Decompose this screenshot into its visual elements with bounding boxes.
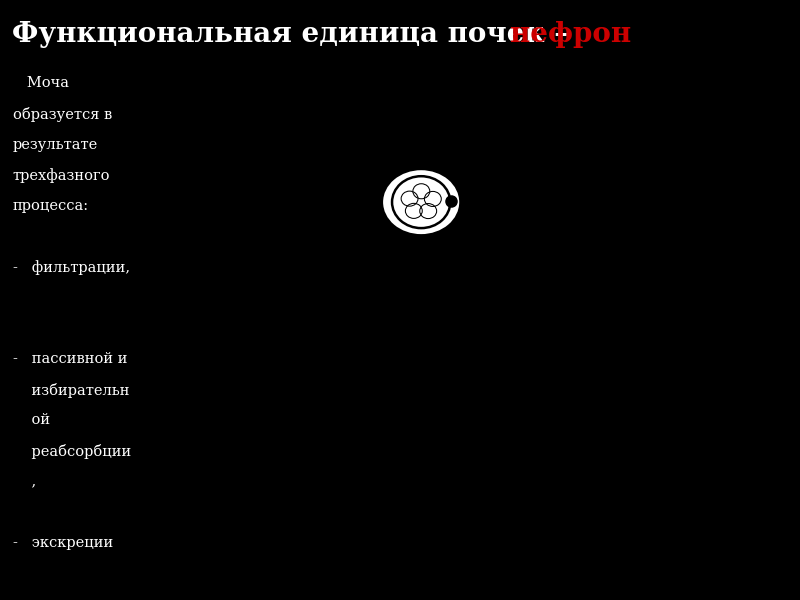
Text: результате: результате — [13, 137, 98, 152]
Text: Толстый сегмент
нисходящей части
петли Генле: Толстый сегмент нисходящей части петли Г… — [642, 279, 739, 312]
Text: нефрон: нефрон — [510, 21, 631, 48]
Text: Функциональная единица почек –: Функциональная единица почек – — [12, 21, 578, 48]
Text: процесса:: процесса: — [13, 199, 89, 213]
Text: Корковое вещество: Корковое вещество — [642, 325, 751, 334]
Text: Проксимальный
извитой каналец: Проксимальный извитой каналец — [296, 248, 384, 270]
Text: -   экскреции: - экскреции — [13, 536, 113, 550]
Text: Толстый сегмент
восходящей части
петли Генле: Толстый сегмент восходящей части петли Г… — [223, 375, 318, 408]
Text: Медуллярная часть
собирательной
трубочки: Медуллярная часть собирательной трубочки — [642, 406, 744, 439]
Circle shape — [392, 176, 450, 228]
Text: трехфазного: трехфазного — [13, 168, 110, 183]
Text: избирательн: избирательн — [13, 383, 130, 398]
Text: Моча: Моча — [13, 76, 69, 91]
Text: -   пассивной и: - пассивной и — [13, 352, 127, 366]
Ellipse shape — [382, 169, 461, 235]
Text: ой: ой — [13, 413, 50, 427]
Text: Тонкий сегмент
нисходящей части
петли Генле: Тонкий сегмент нисходящей части петли Ге… — [289, 565, 385, 599]
Text: ,: , — [13, 475, 36, 488]
Text: -   фильтрации,: - фильтрации, — [13, 260, 130, 275]
Text: Мозговое вещество: Мозговое вещество — [642, 341, 750, 351]
Text: Дистальный
извитой каналец: Дистальный извитой каналец — [485, 91, 573, 112]
Text: Афферентная и эфферентная артериолы: Афферентная и эфферентная артериолы — [642, 169, 800, 179]
Text: образуется в: образуется в — [13, 107, 112, 122]
Text: Капсула
клубочка
(капсула
Боумена): Капсула клубочка (капсула Боумена) — [319, 193, 367, 238]
Text: Тонкий сегмент
восходящей части
петли Генле: Тонкий сегмент восходящей части петли Ге… — [432, 565, 527, 599]
Text: Клубочек: Клубочек — [346, 145, 395, 155]
Text: Плотное пятно
(macula densa): Плотное пятно (macula densa) — [398, 116, 474, 138]
Text: Соединительный
сегмент: Соединительный сегмент — [642, 142, 731, 164]
Text: реабсорбции: реабсорбции — [13, 444, 131, 459]
Text: Кортикальная часть
собирательной трубочки: Кортикальная часть собирательной трубочк… — [642, 248, 772, 270]
